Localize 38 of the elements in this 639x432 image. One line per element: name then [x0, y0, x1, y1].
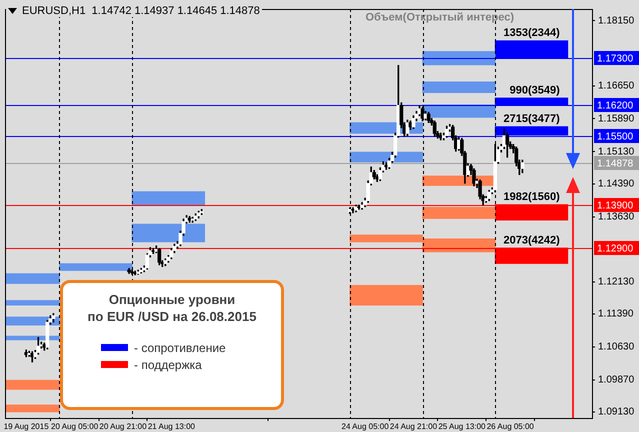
ref-line-label: 1.17300 — [597, 53, 634, 64]
legend-title: Опционные уровни по EUR /USD на 26.08.2015 — [86, 291, 258, 325]
y-tick-label: 1.13630 — [598, 212, 635, 223]
bar — [422, 206, 496, 219]
y-tick-label: 1.09130 — [598, 406, 635, 418]
annotation: Объем(Открытый интерес) — [365, 12, 514, 24]
y-tick-label: 1.15890 — [598, 113, 635, 124]
y-tick-label: 1.14390 — [598, 178, 635, 190]
ref-line-label: 1.14878 — [597, 158, 634, 170]
y-tick-label: 1.10630 — [598, 342, 635, 353]
ref-line-label: 1.13900 — [597, 200, 634, 212]
ref-line-label: 1.16200 — [597, 100, 634, 112]
y-tick-label: 1.12130 — [598, 276, 635, 288]
annotation: 990(3549) — [510, 84, 560, 96]
chart-title: EURUSD,H1 1.14742 1.14937 1.14645 1.14878 — [22, 5, 260, 17]
y-tick-label: 1.18150 — [598, 15, 635, 26]
x-tick-label: 21 Aug 13:00 — [148, 422, 196, 432]
y-tick-label: 1.09870 — [598, 374, 635, 386]
annotation: 1353(2344) — [504, 27, 560, 40]
x-tick-label: 19 Aug 2015 — [4, 422, 50, 432]
legend-label: - поддержка — [134, 358, 202, 372]
y-tick-label: 1.15130 — [598, 146, 635, 158]
ref-line-label: 1.15500 — [597, 131, 634, 142]
legend-label: - сопротивление — [134, 340, 226, 354]
x-tick-label: 20 Aug 21:00 — [99, 422, 148, 432]
annotation: 2073(4242) — [504, 234, 560, 247]
x-tick-label: 24 Aug 05:00 — [341, 422, 390, 432]
x-tick-label: 24 Aug 21:00 — [390, 422, 438, 432]
bar — [422, 82, 496, 94]
x-tick-label: 25 Aug 13:00 — [438, 422, 486, 432]
annotation: 1982(1560) — [504, 191, 560, 204]
y-tick-label: 1.16650 — [598, 80, 635, 92]
annotation: 2715(3477) — [504, 113, 560, 126]
y-tick-label: 1.11390 — [598, 308, 634, 320]
x-tick-label: 26 Aug 05:00 — [486, 422, 534, 432]
bar — [350, 152, 423, 162]
ref-line-label: 1.12900 — [597, 243, 634, 254]
x-tick-label: 20 Aug 05:00 — [51, 422, 99, 432]
